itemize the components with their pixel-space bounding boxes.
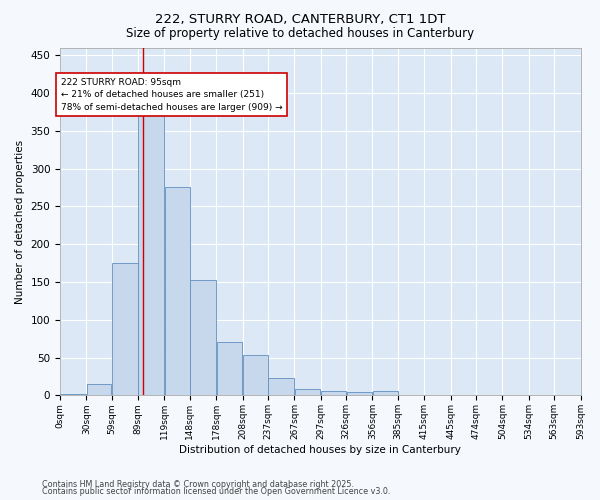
Text: 222 STURRY ROAD: 95sqm
← 21% of detached houses are smaller (251)
78% of semi-de: 222 STURRY ROAD: 95sqm ← 21% of detached… — [61, 78, 283, 112]
Text: 222, STURRY ROAD, CANTERBURY, CT1 1DT: 222, STURRY ROAD, CANTERBURY, CT1 1DT — [155, 12, 445, 26]
Bar — [87, 384, 112, 396]
Bar — [139, 112, 164, 396]
Text: Contains HM Land Registry data © Crown copyright and database right 2025.: Contains HM Land Registry data © Crown c… — [42, 480, 354, 489]
Bar — [243, 354, 268, 396]
Text: Contains public sector information licensed under the Open Government Licence v3: Contains public sector information licen… — [42, 487, 391, 496]
Bar — [217, 342, 242, 396]
Bar — [268, 378, 294, 396]
Bar — [165, 188, 190, 396]
Bar — [295, 388, 320, 396]
Y-axis label: Number of detached properties: Number of detached properties — [15, 140, 25, 304]
Bar — [61, 394, 86, 396]
Bar — [373, 391, 398, 396]
Bar — [321, 391, 346, 396]
Bar — [190, 280, 216, 396]
X-axis label: Distribution of detached houses by size in Canterbury: Distribution of detached houses by size … — [179, 445, 461, 455]
Bar — [347, 392, 372, 396]
Bar — [112, 263, 138, 396]
Bar — [554, 394, 580, 396]
Text: Size of property relative to detached houses in Canterbury: Size of property relative to detached ho… — [126, 28, 474, 40]
